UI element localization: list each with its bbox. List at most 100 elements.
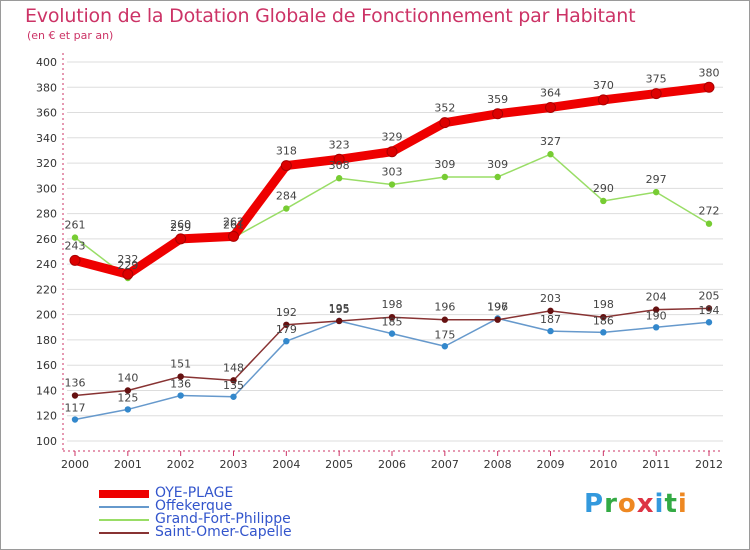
data-point xyxy=(494,173,501,181)
data-point xyxy=(597,94,609,106)
data-point xyxy=(439,117,451,129)
data-point xyxy=(230,377,237,384)
data-label: 262 xyxy=(223,215,244,228)
data-point xyxy=(283,337,290,345)
data-label: 192 xyxy=(276,306,297,319)
data-label: 261 xyxy=(65,219,86,232)
data-label: 195 xyxy=(329,303,350,316)
data-label: 303 xyxy=(382,166,403,179)
data-point xyxy=(652,188,660,196)
data-label: 318 xyxy=(276,145,297,158)
legend-swatch xyxy=(99,532,149,534)
data-label: 259 xyxy=(170,221,191,234)
x-tick-label: 2005 xyxy=(325,458,353,471)
legend-label: Offekerque xyxy=(155,498,233,514)
data-point xyxy=(652,324,660,331)
y-tick-label: 360 xyxy=(36,107,57,120)
data-point xyxy=(177,373,184,380)
series-line xyxy=(70,82,714,279)
legend-label: Saint-Omer-Capelle xyxy=(155,524,292,540)
logo-letter: o xyxy=(617,489,637,519)
data-point xyxy=(441,316,449,323)
y-tick-label: 180 xyxy=(36,334,57,347)
data-point xyxy=(705,220,713,227)
y-tick-label: 280 xyxy=(36,208,57,221)
data-point xyxy=(547,151,554,158)
proxiti-logo: Proxiti xyxy=(584,489,688,519)
data-label: 190 xyxy=(646,309,667,322)
logo-letter: r xyxy=(604,489,618,519)
data-point xyxy=(283,321,290,328)
legend-swatch xyxy=(99,519,149,521)
data-label: 308 xyxy=(329,159,350,172)
data-label: 261 xyxy=(223,219,244,232)
y-tick-label: 140 xyxy=(36,384,57,397)
data-label: 284 xyxy=(276,190,297,203)
data-label: 232 xyxy=(117,253,138,266)
data-label: 140 xyxy=(117,371,138,384)
data-point xyxy=(283,205,290,212)
y-tick-label: 380 xyxy=(36,81,57,94)
data-point xyxy=(386,146,398,158)
data-point xyxy=(441,343,449,350)
data-label: 205 xyxy=(699,289,720,302)
legend-label: Grand-Fort-Philippe xyxy=(155,511,291,527)
chart-title: Evolution de la Dotation Globale de Fonc… xyxy=(25,5,636,27)
x-tick-label: 2002 xyxy=(167,458,195,471)
data-label: 175 xyxy=(434,328,455,341)
data-label: 136 xyxy=(65,377,86,390)
data-point xyxy=(600,313,607,321)
data-label: 136 xyxy=(170,378,191,391)
data-label: 197 xyxy=(487,300,508,313)
data-label: 380 xyxy=(699,66,720,79)
data-label: 125 xyxy=(117,391,138,404)
data-point xyxy=(71,392,79,399)
logo-letter: i xyxy=(677,489,688,519)
data-point xyxy=(71,416,79,423)
data-label: 243 xyxy=(65,239,86,252)
data-point xyxy=(69,254,81,266)
legend-swatch xyxy=(99,490,149,498)
data-point xyxy=(441,173,449,181)
data-label: 309 xyxy=(434,158,455,171)
x-tick-label: 2011 xyxy=(642,458,670,471)
series-saint-omer-capelle xyxy=(71,305,713,399)
data-label: 179 xyxy=(276,323,297,336)
data-label: 187 xyxy=(540,313,561,326)
data-point xyxy=(492,108,504,120)
data-point xyxy=(124,406,132,413)
data-label: 329 xyxy=(382,131,403,144)
data-point xyxy=(705,319,713,326)
y-tick-label: 100 xyxy=(36,435,57,448)
data-label: 229 xyxy=(117,259,138,272)
x-tick-label: 2001 xyxy=(114,458,142,471)
chart-subtitle: (en € et par an) xyxy=(27,29,114,42)
y-tick-label: 120 xyxy=(36,410,57,423)
x-tick-label: 2003 xyxy=(220,458,248,471)
y-tick-label: 340 xyxy=(36,132,57,145)
y-tick-label: 160 xyxy=(36,359,57,372)
data-point xyxy=(124,387,132,394)
x-tick-label: 2004 xyxy=(272,458,300,471)
logo-letter: t xyxy=(664,489,678,519)
data-label: 297 xyxy=(646,173,667,186)
data-point xyxy=(600,329,607,336)
data-point xyxy=(122,268,134,280)
data-label: 196 xyxy=(434,301,455,314)
data-label: 290 xyxy=(593,182,614,195)
data-label: 117 xyxy=(65,402,86,415)
data-label: 364 xyxy=(540,86,561,99)
x-tick-label: 2006 xyxy=(378,458,406,471)
logo-letter: x xyxy=(636,489,655,519)
data-point xyxy=(280,160,292,172)
data-label: 195 xyxy=(329,302,350,315)
data-label: 327 xyxy=(540,135,561,148)
data-label: 260 xyxy=(170,218,191,231)
y-tick-label: 220 xyxy=(36,283,57,296)
series-offekerque xyxy=(71,315,713,423)
y-tick-label: 320 xyxy=(36,157,57,170)
data-point xyxy=(230,393,237,400)
data-point xyxy=(388,330,396,337)
